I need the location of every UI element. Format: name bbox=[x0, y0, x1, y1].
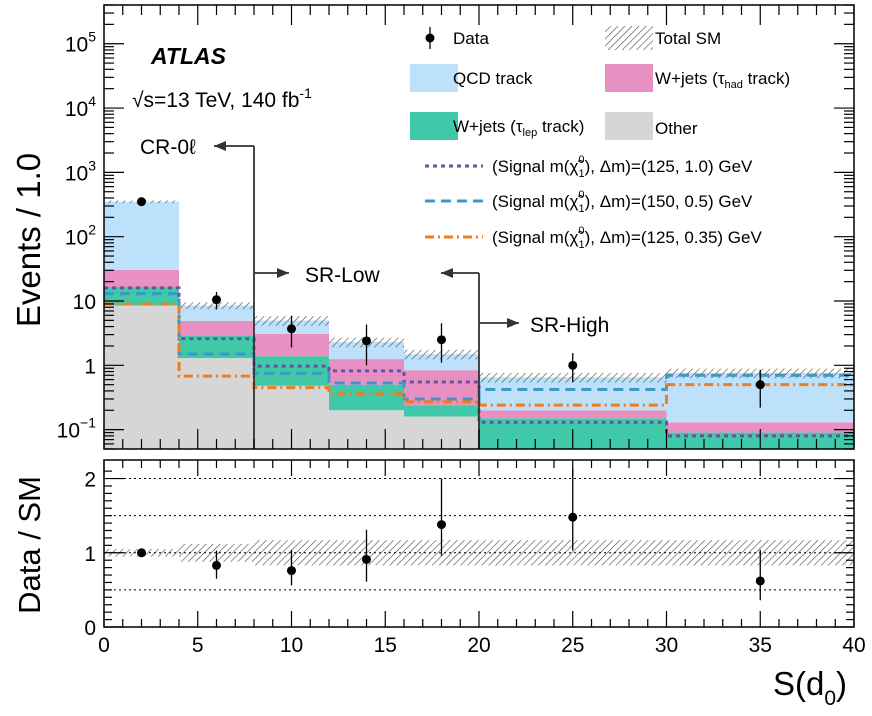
data-point-0 bbox=[137, 197, 146, 207]
x-tick-label: 15 bbox=[374, 634, 397, 657]
signal-line-2 bbox=[104, 302, 854, 407]
legend-signal-label-0: (Signal m(χ̃0 1), Δm)=(125, 1.0) GeV bbox=[492, 154, 753, 180]
ratio-y-tick-label: 2 bbox=[84, 469, 96, 492]
top-y-tick-label: 103 bbox=[65, 157, 96, 185]
signal-line-1 bbox=[104, 292, 854, 401]
experiment-label: ATLAS bbox=[150, 43, 227, 69]
stack-bar-other-bin-1 bbox=[179, 357, 254, 449]
legend-qcd-swatch bbox=[410, 64, 458, 92]
ratio-reference-lines bbox=[104, 478, 854, 591]
energy-label: √s=13 TeV, 140 fb-1 bbox=[132, 85, 312, 112]
stack-bar-wjetsleptrack-bin-3 bbox=[329, 384, 404, 411]
x-tick-label: 35 bbox=[749, 634, 772, 657]
top-y-tick-label: 1 bbox=[84, 355, 96, 378]
stack-bar-wjetshadtrack-bin-6 bbox=[666, 422, 854, 433]
legend-whad-label: W+jets (τhad track) bbox=[655, 69, 790, 91]
ratio-point-4 bbox=[437, 520, 446, 530]
ratio-point-6 bbox=[755, 576, 765, 586]
sr-low-arrow-head bbox=[277, 268, 289, 278]
data-point-3 bbox=[362, 336, 371, 346]
region-label-cr: CR-0ℓ bbox=[140, 136, 196, 159]
region-label-sr-high: SR-High bbox=[530, 314, 609, 337]
top-y-tick-label: 102 bbox=[65, 222, 96, 250]
top-y-tick-label: 10−1 bbox=[57, 415, 97, 443]
ratio-y-axis-label: Data / SM bbox=[12, 476, 47, 614]
stack-bar-wjetshadtrack-bin-5 bbox=[479, 410, 667, 419]
ratio-point-2 bbox=[287, 566, 296, 576]
stack-bar-qcdtrack-bin-1 bbox=[179, 305, 254, 321]
legend-data-label: Data bbox=[453, 29, 489, 48]
stack-layer bbox=[104, 201, 854, 449]
legend-signal-label-2: (Signal m(χ̃0 1), Δm)=(125, 0.35) GeV bbox=[492, 225, 762, 251]
x-tick-label: 10 bbox=[280, 634, 303, 657]
signal-line-0 bbox=[104, 286, 854, 438]
data-point-6 bbox=[755, 380, 765, 390]
top-y-tick-label: 10 bbox=[73, 291, 96, 314]
x-tick-label: 0 bbox=[98, 634, 110, 657]
x-axis-label: S(d0) bbox=[773, 665, 847, 710]
top-y-tick-label: 105 bbox=[65, 29, 96, 57]
region-layer: CR-0ℓ SR-Low SR-High bbox=[140, 136, 609, 449]
legend-other-swatch bbox=[605, 112, 653, 140]
data-point-2 bbox=[287, 324, 296, 334]
ratio-point-0 bbox=[137, 548, 146, 558]
ratio-data-layer bbox=[137, 468, 765, 601]
ratio-point-5 bbox=[568, 512, 578, 522]
data-layer bbox=[137, 197, 765, 408]
x-tick-label: 5 bbox=[192, 634, 204, 657]
data-point-5 bbox=[568, 360, 578, 370]
sr-low-back-arrow-head bbox=[441, 268, 453, 278]
legend-other-label: Other bbox=[655, 119, 698, 138]
stack-bar-wjetsleptrack-bin-4 bbox=[404, 405, 479, 417]
data-point-1 bbox=[212, 295, 221, 305]
ratio-y-tick-label: 0 bbox=[84, 617, 96, 640]
stack-bar-other-bin-0 bbox=[104, 305, 179, 449]
x-tick-label: 30 bbox=[655, 634, 678, 657]
legend-total-sm-label: Total SM bbox=[655, 29, 721, 48]
legend-wlep-swatch bbox=[410, 112, 458, 140]
sr-high-arrow-head bbox=[507, 318, 519, 328]
stack-bar-wjetshadtrack-bin-1 bbox=[179, 320, 254, 336]
stack-bar-wjetshadtrack-bin-0 bbox=[104, 269, 179, 288]
region-label-sr-low: SR-Low bbox=[305, 264, 381, 287]
data-point-4 bbox=[437, 335, 446, 345]
stack-bar-qcdtrack-bin-0 bbox=[104, 201, 179, 270]
stack-bar-wjetsleptrack-bin-1 bbox=[179, 335, 254, 358]
legend: Data Total SM QCD track W+jets (τhad track)… bbox=[410, 26, 790, 251]
x-tick-label: 20 bbox=[467, 634, 490, 657]
ratio-y-tick-label: 1 bbox=[84, 543, 96, 566]
legend-qcd-label: QCD track bbox=[453, 69, 533, 88]
x-tick-label: 25 bbox=[561, 634, 584, 657]
ratio-point-3 bbox=[362, 554, 371, 564]
x-tick-label: 40 bbox=[842, 634, 865, 657]
legend-wlep-label: W+jets (τlep track) bbox=[453, 117, 584, 139]
top-y-tick-label: 104 bbox=[65, 93, 96, 121]
cr-arrow-head bbox=[214, 141, 226, 151]
legend-whad-swatch bbox=[605, 64, 653, 92]
legend-signal-label-1: (Signal m(χ̃0 1), Δm)=(150, 0.5) GeV bbox=[492, 189, 753, 215]
top-y-axis-label: Events / 1.0 bbox=[10, 153, 47, 327]
ratio-point-1 bbox=[212, 560, 221, 570]
legend-data-marker bbox=[425, 33, 435, 43]
stack-bar-wjetsleptrack-bin-2 bbox=[254, 356, 329, 386]
legend-total-sm-swatch bbox=[605, 26, 653, 50]
signal-layer bbox=[104, 286, 854, 438]
top-axes: 10−1 1 10 102 103 104 105 bbox=[57, 4, 855, 450]
